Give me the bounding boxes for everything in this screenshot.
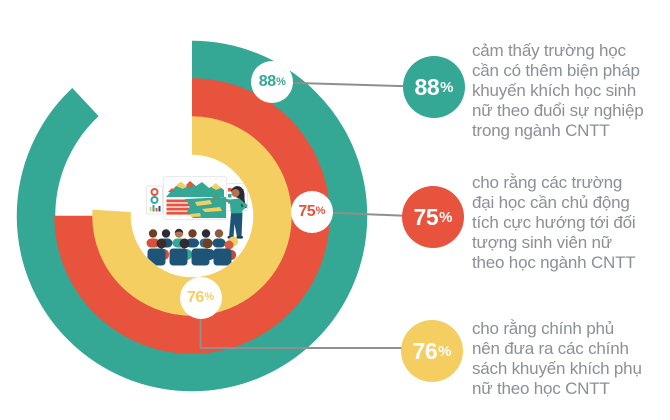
- percent-sign: %: [276, 75, 286, 88]
- legend-text-88: cảm thấy trường học cần có thêm biện phá…: [472, 41, 644, 140]
- presenter-figure: [212, 185, 248, 247]
- ring-badge-value: 88: [258, 73, 276, 91]
- legend-badge-value: 75: [413, 203, 439, 230]
- legend-badge-value: 76: [412, 337, 438, 364]
- presentation-board: [163, 176, 227, 220]
- percent-sign: %: [204, 291, 215, 304]
- percent-sign: %: [440, 78, 454, 96]
- ring-badge-75: 75%: [290, 190, 333, 233]
- legend-badge-76: 76%: [401, 320, 463, 382]
- ring-badge-value: 76: [187, 288, 204, 306]
- percent-sign: %: [315, 205, 326, 218]
- legend-badge-88: 88%: [403, 56, 465, 118]
- ring-badge-76: 76%: [179, 276, 222, 319]
- mini-chart-panel-left: [146, 185, 163, 215]
- legend-badge-75: 75%: [402, 186, 464, 248]
- ring-badge-88: 88%: [251, 61, 294, 104]
- legend-badge-value: 88: [414, 73, 440, 100]
- legend-text-75: cho rằng các trường đại học cần chủ động…: [472, 173, 636, 272]
- percent-sign: %: [439, 208, 453, 226]
- ring-badge-value: 75: [298, 202, 316, 220]
- legend-text-76: cho rằng chính phủ nên đưa ra các chính …: [472, 319, 642, 398]
- percent-sign: %: [438, 342, 452, 360]
- ring-truong-hoc-khuyen-khich: [16, 40, 368, 392]
- presentation-illustration: [131, 155, 253, 277]
- audience-figures: [146, 228, 236, 266]
